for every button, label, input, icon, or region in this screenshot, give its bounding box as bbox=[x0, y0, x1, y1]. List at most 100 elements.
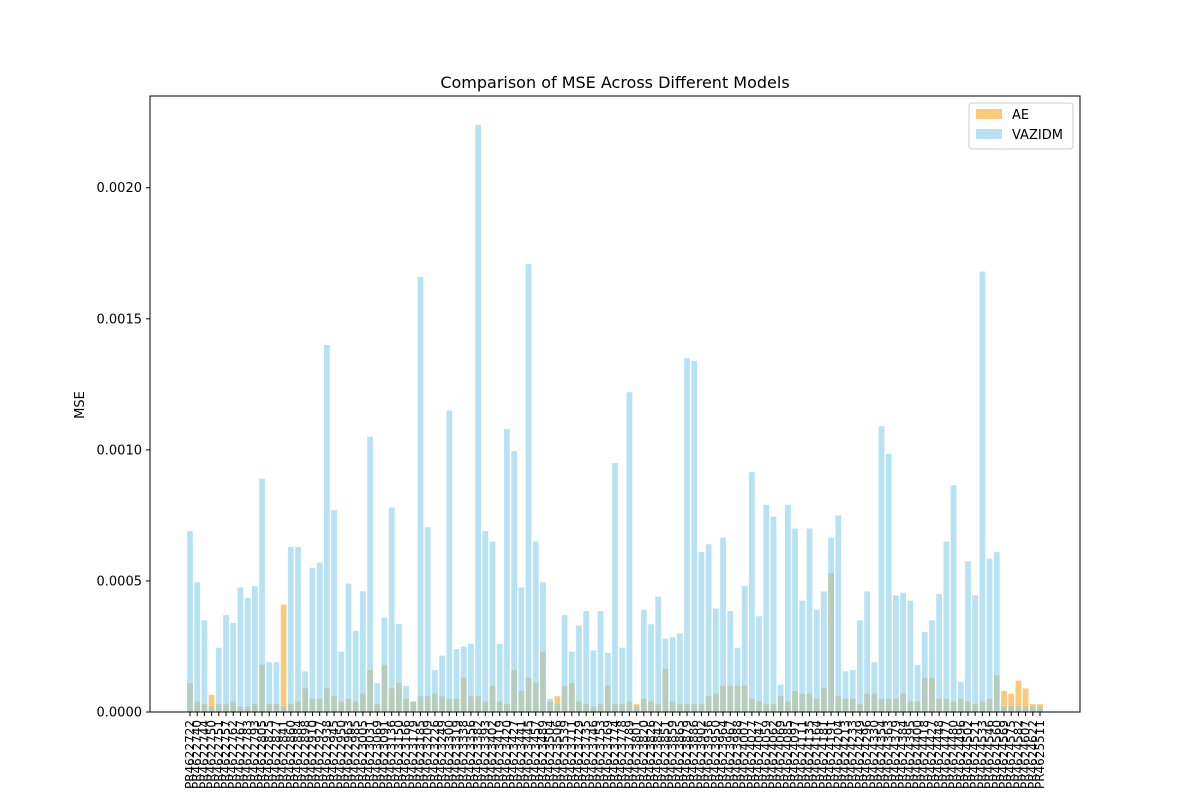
x-tick-label-59: PR4623774 bbox=[608, 720, 622, 789]
x-tick-label-48: PR4623457 bbox=[529, 720, 543, 789]
x-tick-label-21: PR4622950 bbox=[334, 720, 348, 789]
bar-vazidm-62 bbox=[633, 706, 640, 712]
x-tick-label-102: PR4624418 bbox=[918, 720, 932, 789]
x-tick-label-36: PR4623300 bbox=[442, 720, 456, 789]
bar-vazidm-65 bbox=[655, 596, 662, 712]
bar-vazidm-45 bbox=[511, 451, 518, 712]
x-tick-label-107: PR4624496 bbox=[954, 720, 968, 789]
bar-vazidm-79 bbox=[756, 616, 762, 712]
y-tick-label-4: 0.0020 bbox=[97, 181, 143, 196]
bar-vazidm-103 bbox=[929, 620, 935, 712]
bar-vazidm-23 bbox=[352, 630, 359, 712]
y-tick-label-0: 0.0000 bbox=[97, 706, 143, 721]
x-tick-label-58: PR4623769 bbox=[601, 720, 615, 789]
x-tick-label-112: PR4624560 bbox=[990, 720, 1004, 789]
bar-vazidm-14 bbox=[287, 546, 294, 712]
bar-vazidm-20 bbox=[331, 510, 337, 712]
x-tick-label-2: PR4622744 bbox=[197, 720, 211, 789]
bar-vazidm-1 bbox=[194, 582, 201, 712]
bar-vazidm-71 bbox=[698, 552, 705, 712]
bar-vazidm-54 bbox=[576, 625, 582, 712]
bar-vazidm-67 bbox=[669, 637, 676, 712]
x-tick-label-38: PR4623338 bbox=[457, 720, 471, 789]
x-tick-label-74: PR4623964 bbox=[716, 720, 730, 789]
x-tick-label-6: PR4622762 bbox=[226, 720, 240, 789]
bar-vazidm-90 bbox=[835, 515, 842, 712]
bar-vazidm-37 bbox=[453, 649, 460, 712]
bar-vazidm-95 bbox=[871, 662, 878, 712]
x-tick-label-101: PR4624400 bbox=[911, 720, 925, 789]
x-tick-label-54: PR4623729 bbox=[572, 720, 586, 789]
bar-vazidm-70 bbox=[691, 360, 698, 712]
bar-vazidm-94 bbox=[864, 591, 870, 712]
x-tick-label-52: PR4623539 bbox=[558, 720, 572, 789]
x-tick-label-95: PR4624330 bbox=[867, 720, 881, 789]
bar-ae-115 bbox=[1015, 680, 1022, 712]
bar-vazidm-96 bbox=[878, 426, 885, 712]
x-tick-label-104: PR4624448 bbox=[932, 720, 946, 789]
bar-vazidm-11 bbox=[266, 662, 273, 712]
bar-vazidm-33 bbox=[424, 527, 431, 712]
x-tick-label-68: PR4623865 bbox=[673, 720, 687, 789]
x-tick-label-50: PR4623504 bbox=[543, 720, 557, 789]
bar-vazidm-4 bbox=[215, 647, 222, 712]
x-tick-label-118: PR4625511 bbox=[1033, 720, 1047, 789]
bar-vazidm-41 bbox=[482, 531, 489, 712]
x-tick-label-98: PR4624379 bbox=[889, 720, 903, 789]
bar-vazidm-46 bbox=[518, 587, 525, 712]
x-tick-label-78: PR4624027 bbox=[745, 720, 759, 789]
bar-vazidm-113 bbox=[1001, 706, 1007, 712]
bar-vazidm-52 bbox=[561, 615, 568, 712]
bar-ae-13 bbox=[280, 604, 287, 712]
bar-vazidm-75 bbox=[727, 611, 734, 712]
x-tick-label-18: PR4622927 bbox=[313, 720, 327, 789]
bar-vazidm-86 bbox=[806, 528, 813, 712]
bar-vazidm-116 bbox=[1022, 706, 1029, 712]
x-tick-label-34: PR4623226 bbox=[428, 720, 442, 789]
bar-vazidm-73 bbox=[712, 608, 719, 712]
bar-vazidm-32 bbox=[417, 276, 424, 712]
x-tick-label-10: PR4622805 bbox=[255, 720, 269, 789]
bar-vazidm-22 bbox=[345, 583, 352, 712]
legend-label-vazidm: VAZIDM bbox=[1012, 128, 1063, 143]
x-tick-label-49: PR4623489 bbox=[536, 720, 550, 789]
bar-vazidm-31 bbox=[410, 701, 417, 712]
x-tick-label-14: PR4622860 bbox=[284, 720, 298, 789]
bar-vazidm-81 bbox=[770, 516, 777, 712]
x-tick-label-60: PR4623778 bbox=[615, 720, 629, 789]
bar-vazidm-114 bbox=[1008, 706, 1015, 712]
x-tick-label-115: PR4624582 bbox=[1011, 720, 1025, 789]
x-tick-label-89: PR4624191 bbox=[824, 720, 838, 789]
bar-vazidm-51 bbox=[554, 704, 561, 712]
bar-vazidm-93 bbox=[857, 620, 863, 712]
bar-vazidm-78 bbox=[748, 472, 755, 712]
x-tick-label-47: PR4623445 bbox=[522, 720, 536, 789]
bar-vazidm-77 bbox=[741, 586, 748, 712]
bar-vazidm-42 bbox=[489, 541, 496, 712]
x-tick-label-25: PR4623031 bbox=[363, 720, 377, 789]
bar-vazidm-115 bbox=[1015, 706, 1022, 712]
x-tick-label-42: PR4623402 bbox=[486, 720, 500, 789]
bar-vazidm-7 bbox=[237, 587, 244, 712]
x-tick-label-62: PR4623801 bbox=[630, 720, 644, 789]
bar-vazidm-109 bbox=[972, 595, 979, 712]
x-tick-label-92: PR4624233 bbox=[846, 720, 860, 789]
bar-vazidm-36 bbox=[446, 410, 453, 712]
x-axis-ticks: PR4622722PR4622740PR4622744PR4622750PR46… bbox=[183, 712, 1047, 789]
x-tick-label-90: PR4624204 bbox=[831, 720, 845, 789]
bar-vazidm-66 bbox=[662, 638, 669, 712]
legend-label-ae: AE bbox=[1012, 108, 1029, 123]
bar-vazidm-19 bbox=[323, 345, 330, 712]
x-tick-label-83: PR4624085 bbox=[781, 720, 795, 789]
bar-vazidm-9 bbox=[251, 586, 258, 712]
bar-vazidm-34 bbox=[432, 670, 438, 712]
x-tick-label-113: PR4624569 bbox=[997, 720, 1011, 789]
x-tick-label-81: PR4624062 bbox=[766, 720, 780, 789]
bar-vazidm-110 bbox=[979, 271, 986, 712]
bar-vazidm-21 bbox=[338, 651, 345, 712]
x-tick-label-70: PR4623886 bbox=[687, 720, 701, 789]
y-tick-label-1: 0.0005 bbox=[97, 574, 143, 589]
x-tick-label-56: PR4623746 bbox=[586, 720, 600, 789]
x-tick-label-23: PR4622985 bbox=[349, 720, 363, 789]
x-tick-label-28: PR4623136 bbox=[385, 720, 399, 789]
